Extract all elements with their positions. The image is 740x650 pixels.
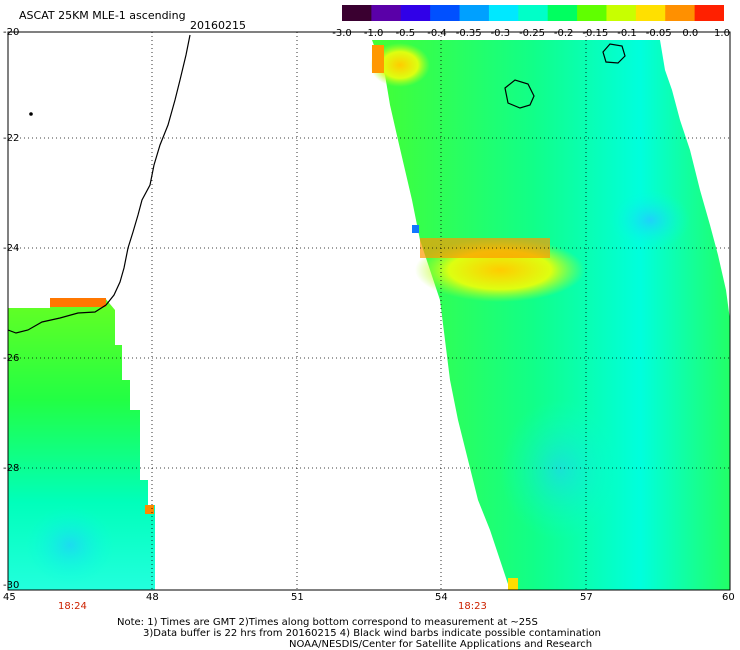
x-tick-label: 48: [146, 592, 159, 603]
colorbar-segment: [577, 5, 608, 21]
colorbar-tick-label: -0.05: [645, 28, 672, 39]
y-tick-label: -24: [3, 243, 20, 254]
colorbar-segment: [488, 5, 519, 21]
colorbar-segment: [459, 5, 490, 21]
colorbar-tick-label: 1.0: [714, 28, 730, 39]
pass-time-west: 18:24: [58, 601, 87, 612]
colorbar-segment: [635, 5, 666, 21]
map-title: ASCAT 25KM MLE-1 ascending: [19, 9, 186, 22]
note-line-2: 3)Data buffer is 22 hrs from 20160215 4)…: [143, 628, 601, 639]
colorbar-tick-label: -0.4: [427, 28, 447, 39]
x-tick-label: 60: [722, 592, 735, 603]
colorbar-tick-label: -0.25: [519, 28, 545, 39]
colorbar-tick-label: -1.0: [363, 28, 384, 39]
y-tick-label: -22: [3, 133, 20, 144]
colorbar-tick-label: -0.3: [490, 28, 511, 39]
y-tick-label: -26: [3, 353, 20, 364]
colorbar-tick-label: -0.1: [617, 28, 637, 39]
colorbar-tick-label: -0.2: [553, 28, 574, 39]
west-swath: [8, 298, 155, 590]
colorbar-segment: [547, 5, 578, 21]
colorbar-segment: [371, 5, 402, 21]
colorbar-segment: [606, 5, 637, 21]
x-tick-label: 54: [435, 592, 448, 603]
note-line-3: NOAA/NESDIS/Center for Satellite Applica…: [289, 639, 593, 650]
map-date: 20160215: [190, 19, 246, 32]
map-frame: [7, 31, 731, 591]
colorbar-segment: [518, 5, 549, 21]
coastline: [7, 34, 626, 334]
x-tick-label: 51: [291, 592, 304, 603]
x-tick-label: 45: [3, 592, 16, 603]
y-tick-label: -28: [3, 463, 20, 474]
colorbar-tick-label: -0.35: [455, 28, 482, 39]
east-swath: [370, 40, 730, 590]
colorbar-tick-label: 0.0: [682, 28, 699, 39]
colorbar-tick-label: -0.15: [582, 28, 609, 39]
pass-time-east: 18:23: [458, 601, 487, 612]
colorbar-segment: [400, 5, 431, 21]
y-tick-label: -30: [3, 580, 20, 591]
colorbar-segment: [665, 5, 696, 21]
colorbar-segment: [694, 5, 724, 21]
note-line-1: Note: 1) Times are GMT 2)Times along bot…: [117, 617, 538, 628]
colorbar-segment: [342, 5, 372, 21]
colorbar-tick-label: -0.5: [395, 28, 416, 39]
x-tick-label: 57: [580, 592, 593, 603]
colorbar-tick-label: -3.0: [332, 28, 352, 39]
colorbar-segment: [430, 5, 461, 21]
colorbar: [342, 5, 724, 21]
y-tick-label: -20: [3, 27, 20, 38]
